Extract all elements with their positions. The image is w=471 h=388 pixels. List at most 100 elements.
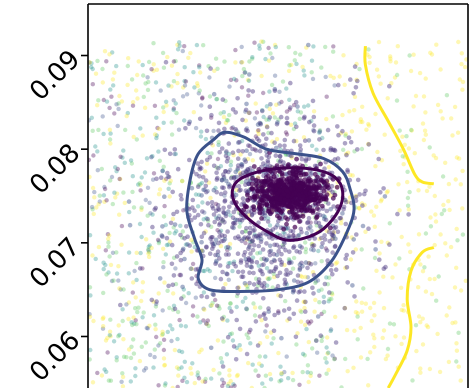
scatter-point [174,229,179,234]
scatter-point [355,78,360,84]
scatter-point [175,336,180,342]
scatter-point [224,159,230,164]
scatter-point [183,242,189,247]
scatter-point [306,339,311,345]
scatter-point [201,187,206,193]
scatter-point [424,188,430,194]
scatter-point [319,203,325,209]
scatter-point [245,197,251,203]
scatter-point [200,174,206,180]
scatter-point [199,180,205,186]
scatter-point [216,139,221,145]
scatter-point [202,379,208,384]
scatter-point [297,382,302,387]
scatter-point [198,222,204,227]
scatter-point [124,113,129,119]
scatter-point [109,94,114,99]
scatter-point [180,178,185,184]
scatter-point [290,377,296,383]
scatter-point [147,250,152,255]
scatter-point [204,216,209,221]
scatter-point [279,378,284,383]
scatter-point [302,73,307,78]
scatter-point [253,177,259,183]
scatter-point [446,359,452,365]
scatter-point [230,150,236,155]
scatter-point [173,101,178,106]
scatter-point [213,56,219,61]
scatter-point [441,202,446,208]
scatter-point [255,234,261,239]
scatter-point [179,296,184,301]
scatter-point [178,192,184,198]
scatter-point [153,80,159,85]
scatter-point [256,128,261,133]
scatter-point [321,309,327,314]
scatter-point [216,240,221,246]
scatter-point [354,232,359,237]
scatter-point [176,366,181,371]
scatter-point [398,285,404,290]
scatter-point [355,337,360,342]
scatter-point [124,355,129,360]
scatter-point [106,240,111,245]
scatter-point [199,129,204,134]
scatter-point [249,264,254,270]
scatter-point [385,353,390,358]
scatter-point [287,63,292,68]
scatter-point [429,52,435,57]
scatter-point [189,371,194,376]
scatter-point [270,139,275,144]
scatter-point [201,217,206,222]
scatter-point [105,335,110,341]
scatter-point [273,225,279,230]
scatter-point [197,116,203,122]
scatter-point [165,288,170,293]
scatter-point [315,350,320,355]
scatter-point [367,60,372,65]
scatter-point [162,280,167,285]
contour-line-outer-upper [363,46,435,186]
scatter-point [417,70,423,76]
scatter-point [361,286,366,291]
scatter-point [107,127,113,132]
scatter-point [258,305,263,310]
scatter-point [274,136,280,142]
scatter-point [399,234,404,240]
scatter-point [268,269,273,274]
scatter-point [152,207,157,212]
scatter-point [225,247,230,253]
scatter-point [401,303,406,308]
scatter-point [227,184,232,190]
scatter-point [325,258,330,263]
scatter-point [178,232,183,238]
scatter-point [246,78,252,84]
scatter-point [352,294,357,299]
scatter-point [299,260,304,266]
scatter-point [173,58,178,64]
scatter-point [302,114,307,120]
scatter-point [157,187,163,192]
scatter-point [173,281,179,287]
scatter-point [342,141,348,146]
scatter-point [247,270,252,276]
scatter-point [100,114,105,119]
scatter-point [101,131,106,137]
scatter-point [233,169,238,175]
scatter-point [147,323,152,328]
scatter-point [151,313,157,318]
scatter-point [214,208,219,214]
scatter-point [269,82,275,88]
scatter-point [369,209,374,214]
scatter-point [253,319,259,324]
scatter-point [288,270,293,276]
scatter-point [312,178,318,184]
scatter-point [393,262,398,267]
scatter-point [178,323,184,328]
scatter-point [259,179,264,184]
scatter-point [171,303,177,308]
scatter-point [267,223,273,228]
scatter-point [345,369,350,374]
scatter-point [210,143,215,148]
scatter-point [220,97,226,102]
